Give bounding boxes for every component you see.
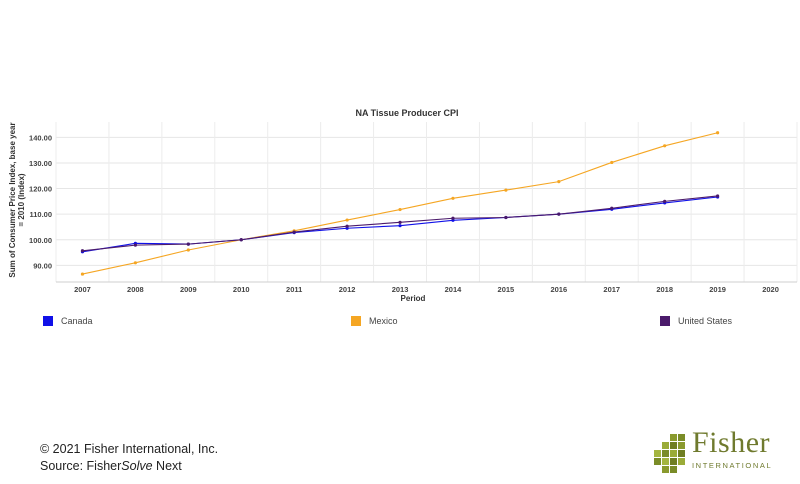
y-tick-label: 130.00 (29, 159, 52, 168)
legend-label-canada: Canada (61, 316, 93, 326)
data-point-mexico[interactable] (663, 144, 667, 148)
data-point-united-states[interactable] (610, 206, 614, 210)
data-point-united-states[interactable] (663, 199, 667, 203)
data-point-mexico[interactable] (504, 188, 508, 192)
data-point-united-states[interactable] (80, 249, 85, 253)
x-tick-label: 2007 (74, 285, 91, 294)
x-tick-label: 2018 (656, 285, 673, 294)
legend-label-united-states: United States (678, 316, 733, 326)
x-tick-label: 2019 (709, 285, 726, 294)
chart: NA Tissue Producer CPI 90.00 100.00 110.00… (8, 108, 798, 303)
y-axis-label-line1: Sum of Consumer Price Index, base year (8, 122, 17, 277)
x-tick-label: 2012 (339, 285, 356, 294)
y-axis-label-line2: = 2010 (Index) (17, 173, 26, 226)
x-tick-label: 2014 (445, 285, 463, 294)
data-point-mexico[interactable] (610, 160, 614, 165)
legend-item-canada[interactable]: Canada (43, 316, 93, 326)
data-point-united-states[interactable] (292, 230, 296, 234)
data-point-united-states[interactable] (133, 243, 137, 247)
data-point-united-states[interactable] (504, 215, 508, 220)
y-tick-label: 140.00 (29, 133, 52, 142)
x-tick-label: 2013 (392, 285, 409, 294)
gridlines (55, 122, 798, 283)
y-tick-label: 90.00 (33, 261, 52, 270)
data-point-mexico[interactable] (398, 207, 402, 212)
x-tick-label: 2020 (762, 285, 779, 294)
data-point-mexico[interactable] (80, 272, 85, 276)
x-tick-label: 2017 (603, 285, 620, 294)
data-point-united-states[interactable] (398, 220, 402, 224)
data-point-united-states[interactable] (557, 212, 561, 216)
fisher-logo: Fisher INTERNATIONAL (654, 426, 774, 476)
data-point-united-states[interactable] (345, 224, 349, 228)
x-tick-label: 2011 (286, 285, 302, 294)
data-point-mexico[interactable] (186, 248, 190, 252)
logo-building-icon (654, 434, 685, 473)
x-axis-label: Period (401, 294, 426, 303)
data-point-mexico[interactable] (133, 261, 137, 265)
y-axis-ticks: 90.00 100.00 110.00 120.00 130.00 140.00 (29, 133, 52, 270)
data-point-mexico[interactable] (557, 180, 561, 184)
source-italic: Solve (121, 459, 153, 473)
x-tick-label: 2010 (233, 285, 250, 294)
series-line-mexico (82, 132, 718, 275)
data-point-mexico[interactable] (345, 218, 349, 222)
x-tick-label: 2008 (127, 285, 144, 294)
copyright-text: © 2021 Fisher International, Inc. (40, 442, 219, 456)
data-point-united-states[interactable] (186, 242, 190, 246)
x-tick-label: 2009 (180, 285, 197, 294)
chart-title: NA Tissue Producer CPI (355, 108, 458, 118)
legend-swatch-mexico (351, 316, 361, 326)
x-axis-ticks: 2007 2008 2009 2010 2011 2012 2013 2014 2015 2016… (74, 285, 779, 294)
y-tick-label: 110.00 (29, 210, 52, 219)
y-tick-label: 120.00 (29, 185, 52, 194)
data-point-mexico[interactable] (451, 196, 455, 200)
source-prefix: Source: Fisher (40, 459, 122, 473)
data-point-mexico[interactable] (716, 131, 720, 135)
legend-swatch-united-states (660, 316, 670, 326)
source-text: Source: FisherSolve Next (40, 459, 182, 473)
legend-item-mexico[interactable]: Mexico (351, 316, 398, 326)
x-tick-label: 2015 (498, 285, 515, 294)
legend-item-united-states[interactable]: United States (660, 316, 732, 326)
x-tick-label: 2016 (550, 285, 567, 294)
data-point-united-states[interactable] (451, 216, 455, 220)
source-suffix: Next (152, 459, 182, 473)
series-lines (80, 131, 720, 276)
data-point-united-states[interactable] (716, 194, 720, 198)
data-point-canada[interactable] (398, 224, 402, 228)
logo-subtitle: INTERNATIONAL (692, 461, 773, 470)
y-tick-label: 100.00 (29, 236, 52, 245)
legend-label-mexico: Mexico (369, 316, 398, 326)
legend-swatch-canada (43, 316, 53, 326)
data-point-united-states[interactable] (239, 238, 243, 242)
logo-word: Fisher (692, 426, 770, 459)
